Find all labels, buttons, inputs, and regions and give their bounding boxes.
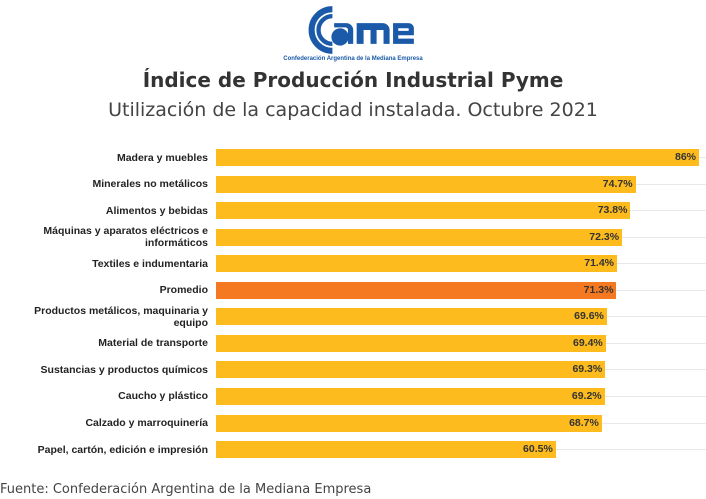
data-label: 86% bbox=[674, 151, 696, 163]
bar bbox=[216, 334, 606, 352]
bar bbox=[216, 308, 607, 326]
bar bbox=[216, 281, 617, 299]
category-label: Textiles e indumentaria bbox=[0, 251, 208, 276]
category-label: Minerales no metálicos bbox=[0, 172, 208, 197]
data-label: 74.7% bbox=[602, 177, 633, 190]
data-label: 69.3% bbox=[572, 363, 603, 376]
source-note: Fuente: Confederación Argentina de la Me… bbox=[0, 482, 372, 497]
data-label: 60.5% bbox=[523, 443, 553, 456]
category-label-text: Productos metálicos, maquinaria y equipo bbox=[34, 304, 208, 329]
category-label: Papel, cartón, edición e impresión bbox=[0, 437, 208, 462]
category-label: Promedio bbox=[0, 278, 208, 303]
category-label-text: Papel, cartón, edición e impresión bbox=[37, 443, 208, 456]
category-label: Calzado y marroquinería bbox=[0, 411, 208, 436]
category-label-text: Madera y muebles bbox=[116, 151, 208, 164]
category-label-text: Material de transporte bbox=[98, 337, 208, 350]
category-label: Alimentos y bebidas bbox=[0, 198, 208, 223]
data-label: 69.2% bbox=[571, 389, 602, 402]
category-label: Productos metálicos, maquinaria y equipo bbox=[0, 304, 208, 329]
category-label-text: Minerales no metálicos bbox=[92, 178, 208, 191]
bar bbox=[216, 361, 606, 379]
data-label: 69.6% bbox=[574, 310, 604, 323]
category-label: Material de transporte bbox=[0, 331, 208, 356]
data-label: 68.7% bbox=[569, 416, 599, 429]
bar bbox=[216, 175, 636, 193]
category-label: Sustancias y productos químicos bbox=[0, 357, 208, 382]
category-label-text: Máquinas y aparatos eléctricos e informá… bbox=[43, 225, 208, 250]
category-label-text: Sustancias y productos químicos bbox=[40, 363, 208, 376]
bar bbox=[216, 228, 623, 246]
logo-tagline: Confederación Argentina de la Mediana Em… bbox=[283, 56, 423, 62]
bar bbox=[216, 255, 617, 273]
category-label-text: Textiles e indumentaria bbox=[92, 257, 208, 270]
category-label-text: Calzado y marroquinería bbox=[85, 417, 208, 429]
bar bbox=[216, 387, 605, 405]
bar bbox=[216, 202, 631, 220]
chart-subtitle: Utilización de la capacidad instalada. O… bbox=[108, 99, 598, 121]
data-label: 73.8% bbox=[597, 204, 628, 217]
data-label: 72.3% bbox=[589, 230, 620, 243]
category-label-text: Caucho y plástico bbox=[118, 390, 208, 403]
chart-title: Índice de Producción Industrial Pyme bbox=[142, 68, 564, 92]
category-label: Máquinas y aparatos eléctricos e informá… bbox=[0, 225, 208, 250]
data-label: 71.4% bbox=[584, 257, 615, 270]
category-label-text: Alimentos y bebidas bbox=[105, 204, 208, 217]
data-label: 71.3% bbox=[583, 283, 614, 296]
came-logo bbox=[308, 6, 414, 54]
bar bbox=[216, 414, 602, 432]
bar bbox=[216, 441, 556, 459]
data-label: 69.4% bbox=[573, 336, 603, 349]
bar bbox=[216, 149, 699, 166]
category-label-text: Promedio bbox=[159, 284, 208, 297]
category-label: Madera y muebles bbox=[0, 145, 208, 170]
category-label: Caucho y plástico bbox=[0, 384, 208, 409]
